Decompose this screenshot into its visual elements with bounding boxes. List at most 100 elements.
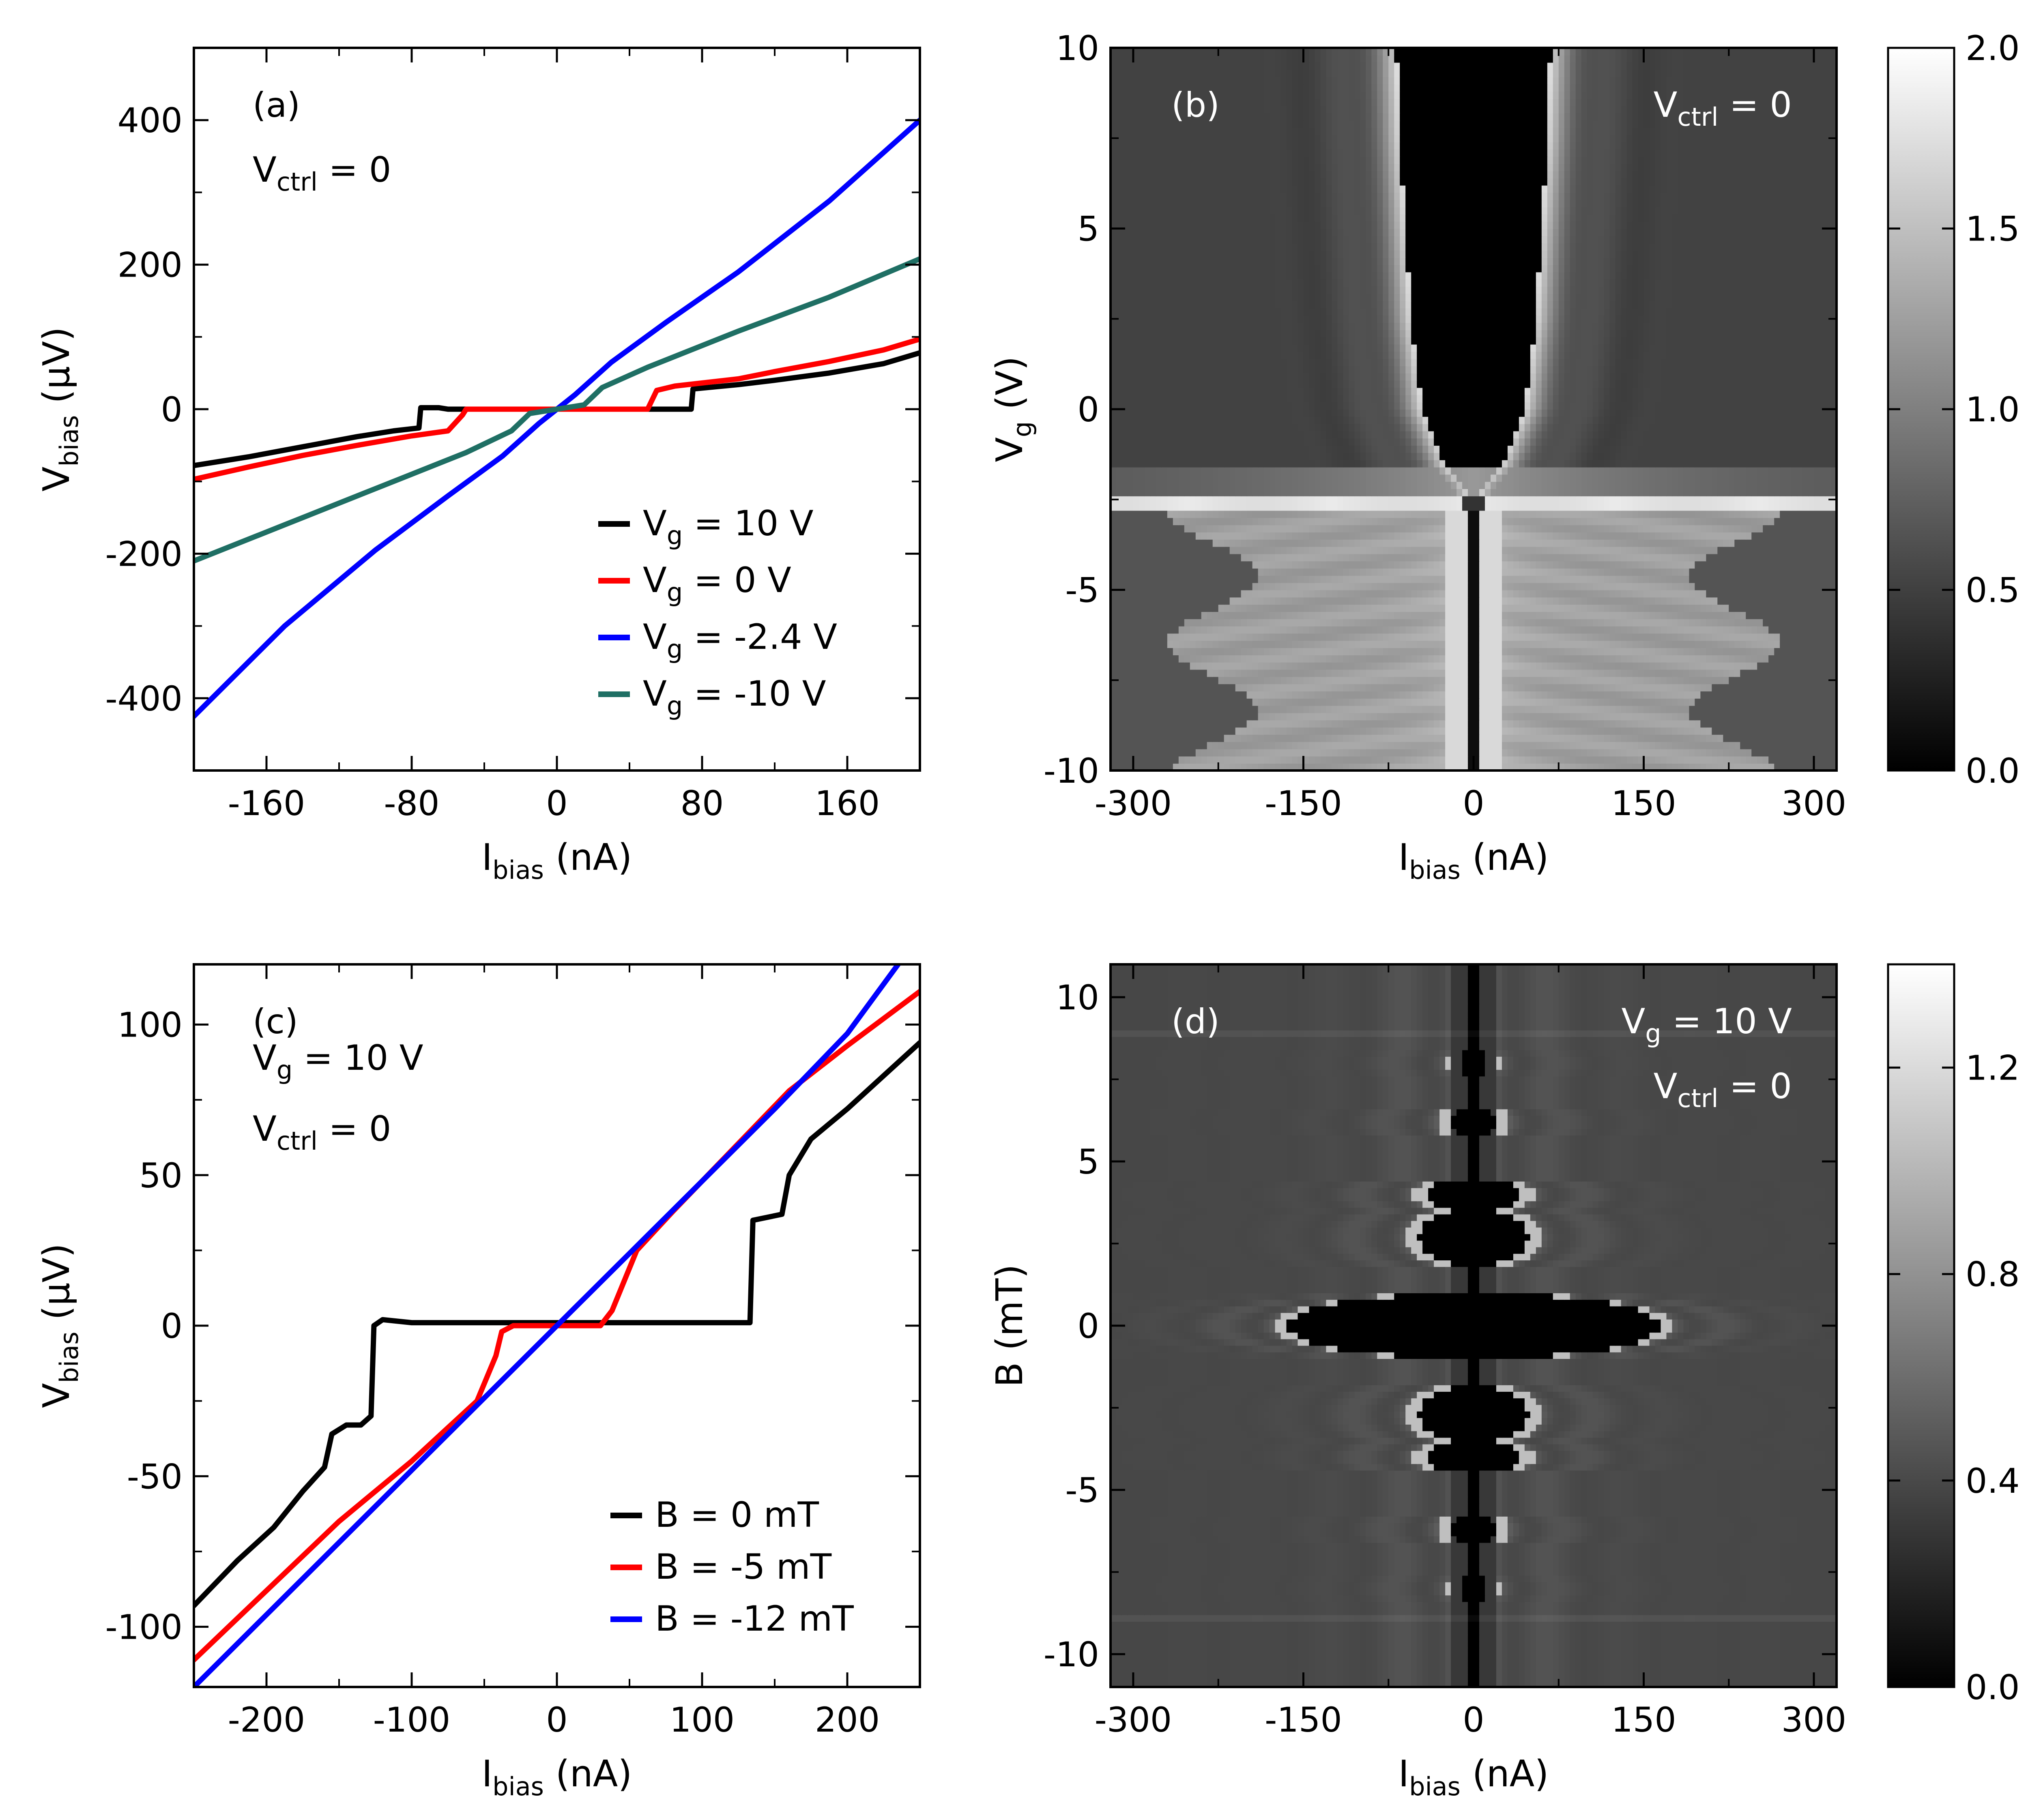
panel-b-cell [1479,749,1485,757]
panel-b-cell [1292,597,1298,605]
panel-b-cell [1587,626,1593,634]
panel-b-cell [1360,648,1366,655]
panel-b-cell [1598,517,1605,526]
panel-b-cell [1643,669,1650,677]
panel-b-cell [1524,648,1531,655]
panel-b-cell [1111,517,1117,526]
panel-b-cell [1439,582,1446,590]
panel-b-cell [1150,561,1156,569]
panel-b-cell [1275,756,1281,764]
panel-b-cell [1462,568,1469,576]
panel-b-cell [1178,590,1185,598]
panel-b-cell [1734,698,1741,706]
panel-b-cell [1547,655,1553,663]
panel-b-cell [1405,727,1412,735]
panel-a-legend-label-2-sub: g [667,634,683,664]
panel-b-cell [1507,756,1514,764]
panel-b-cell [1451,582,1457,590]
panel-b-cell [1808,626,1815,634]
panel-b-cell [1320,662,1327,670]
panel-b-cell [1292,496,1298,504]
panel-b-cell [1814,684,1820,691]
panel-b-cell [1820,532,1826,540]
panel-b-cell [1252,604,1259,612]
panel-b-cell [1428,525,1435,532]
panel-b-cell [1490,532,1497,540]
panel-b-cell [1229,633,1236,641]
panel-b-cell [1241,713,1247,721]
panel-b-cell [1241,749,1247,757]
panel-b-cell [1768,756,1775,764]
panel-b-cell [1524,727,1531,735]
panel-b-cell [1678,510,1684,518]
panel-b-cell [1797,691,1803,699]
panel-b-cell [1609,626,1616,634]
panel-b-cell [1303,633,1310,641]
panel-b-cell [1825,575,1832,583]
panel-b-cell [1343,640,1349,648]
panel-b-cell [1111,597,1117,605]
panel-b-cell [1326,691,1332,699]
panel-b-cell [1156,698,1162,706]
panel-b-cell [1615,532,1622,540]
panel-b-cell [1797,618,1803,627]
panel-b-cell [1541,684,1548,691]
panel-b-cell [1626,676,1633,685]
panel-b-cell [1626,525,1633,532]
panel-b-cell [1428,713,1435,721]
panel-b-cell [1173,604,1179,612]
panel-b-cell [1700,582,1707,590]
panel-b-cell [1643,554,1650,562]
panel-b-cell [1445,640,1452,648]
panel-b-cell [1246,539,1253,547]
panel-b-cell [1632,546,1639,554]
panel-b-cell [1309,734,1315,742]
panel-b-cell [1326,763,1332,771]
panel-b-cell [1315,510,1321,518]
panel-b-cell [1581,597,1588,605]
panel-b-cell [1712,582,1718,590]
panel-b-cell [1626,698,1633,706]
panel-b-cell [1723,633,1729,641]
panel-b-cell [1269,517,1276,526]
panel-b-cell [1683,590,1690,598]
panel-b-cell [1695,568,1701,576]
panel-b-cell [1371,546,1378,554]
panel-b-cell [1212,604,1219,612]
panel-b-cell [1502,618,1508,627]
panel-b-cell [1689,532,1695,540]
panel-b-cell [1802,633,1809,641]
panel-b-cell [1150,640,1156,648]
panel-b-cell [1536,698,1542,706]
panel-b-cell [1575,763,1582,771]
panel-b-cell [1609,669,1616,677]
panel-b-cell [1672,539,1678,547]
panel-b-cell [1377,525,1384,532]
panel-b-cell [1570,546,1576,554]
panel-b-cell [1474,655,1480,663]
panel-b-cell [1683,532,1690,540]
panel-b-cell [1315,611,1321,619]
panel-b-cell [1581,503,1588,511]
panel-b-cell [1377,582,1384,590]
panel-b-cell [1729,626,1735,634]
panel-b-cell [1519,597,1525,605]
panel-b-cell [1462,655,1469,663]
panel-b-cell [1201,525,1207,532]
panel-b-cell [1224,633,1230,641]
panel-b-cell [1474,532,1480,540]
panel-b-cell [1286,734,1293,742]
panel-b-cell [1207,640,1213,648]
panel-b-cell [1814,510,1820,518]
panel-b-cell [1513,756,1519,764]
panel-b-cell [1111,604,1117,612]
panel-b-cell [1553,496,1559,504]
panel-b-cell [1700,763,1707,771]
panel-b-cell [1173,633,1179,641]
panel-b-cell [1360,691,1366,699]
panel-b-cell [1195,489,1202,496]
panel-b-cell [1558,705,1565,713]
panel-b-cell [1332,618,1338,627]
panel-b-cell [1343,669,1349,677]
panel-b-cell [1337,539,1344,547]
